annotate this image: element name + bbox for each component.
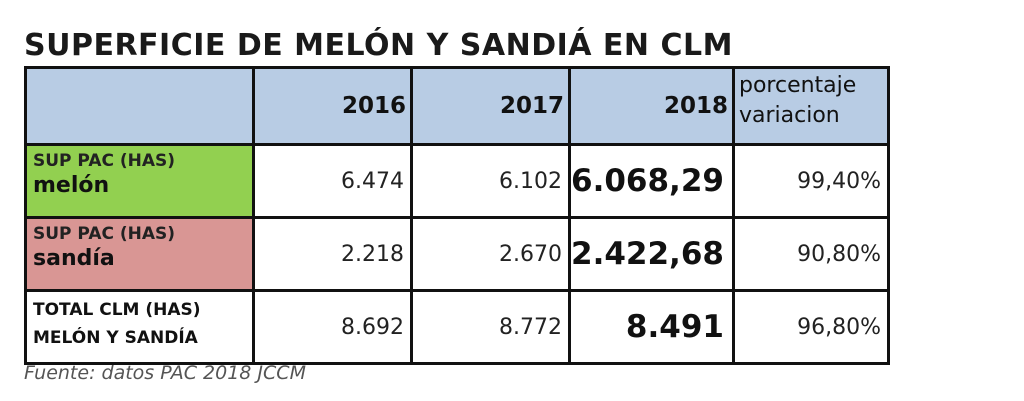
row-label-unit: SUP PAC (HAS) bbox=[33, 224, 176, 244]
row-label-crop: melón bbox=[33, 173, 110, 198]
row-label-melon: SUP PAC (HAS) melón bbox=[24, 143, 255, 219]
header-percentage: porcentaje variacion bbox=[731, 66, 890, 146]
header-year-2017: 2017 bbox=[410, 66, 571, 146]
header-year-2018: 2018 bbox=[568, 66, 735, 146]
cell-sandia-pct: 90,80% bbox=[731, 216, 890, 292]
header-pct-line1: porcentaje bbox=[738, 73, 857, 98]
cell-melon-2016: 6.474 bbox=[252, 143, 413, 219]
row-label-crop: sandía bbox=[33, 246, 115, 271]
row-label-total-line1: TOTAL CLM (HAS) bbox=[33, 300, 201, 320]
cell-melon-2018: 6.068,29 bbox=[568, 143, 735, 219]
cell-melon-pct: 99,40% bbox=[731, 143, 890, 219]
header-pct-line2: variacion bbox=[738, 103, 840, 128]
cell-sandia-2016: 2.218 bbox=[252, 216, 413, 292]
table-row-melon: SUP PAC (HAS) melón 6.474 6.102 6.068,29… bbox=[24, 143, 890, 219]
row-label-total-line2: MELÓN Y SANDÍA bbox=[33, 328, 198, 348]
table-header-row: 2016 2017 2018 porcentaje variacion bbox=[24, 66, 890, 146]
cell-sandia-2018: 2.422,68 bbox=[568, 216, 735, 292]
cell-total-pct: 96,80% bbox=[731, 289, 890, 365]
row-label-unit: SUP PAC (HAS) bbox=[33, 151, 176, 171]
row-label-sandia: SUP PAC (HAS) sandía bbox=[24, 216, 255, 292]
table-row-sandia: SUP PAC (HAS) sandía 2.218 2.670 2.422,6… bbox=[24, 216, 890, 292]
cell-total-2018: 8.491 bbox=[568, 289, 735, 365]
cell-total-2017: 8.772 bbox=[410, 289, 571, 365]
cell-total-2016: 8.692 bbox=[252, 289, 413, 365]
table-row-total: TOTAL CLM (HAS) MELÓN Y SANDÍA 8.692 8.7… bbox=[24, 289, 890, 365]
surface-table: 2016 2017 2018 porcentaje variacion SUP … bbox=[24, 66, 890, 365]
cell-sandia-2017: 2.670 bbox=[410, 216, 571, 292]
header-label-cell bbox=[24, 66, 255, 146]
source-note: Fuente: datos PAC 2018 JCCM bbox=[24, 362, 306, 384]
cell-melon-2017: 6.102 bbox=[410, 143, 571, 219]
header-year-2016: 2016 bbox=[252, 66, 413, 146]
page-title: SUPERFICIE DE MELÓN Y SANDIÁ EN CLM bbox=[24, 28, 733, 63]
row-label-total: TOTAL CLM (HAS) MELÓN Y SANDÍA bbox=[24, 289, 255, 365]
